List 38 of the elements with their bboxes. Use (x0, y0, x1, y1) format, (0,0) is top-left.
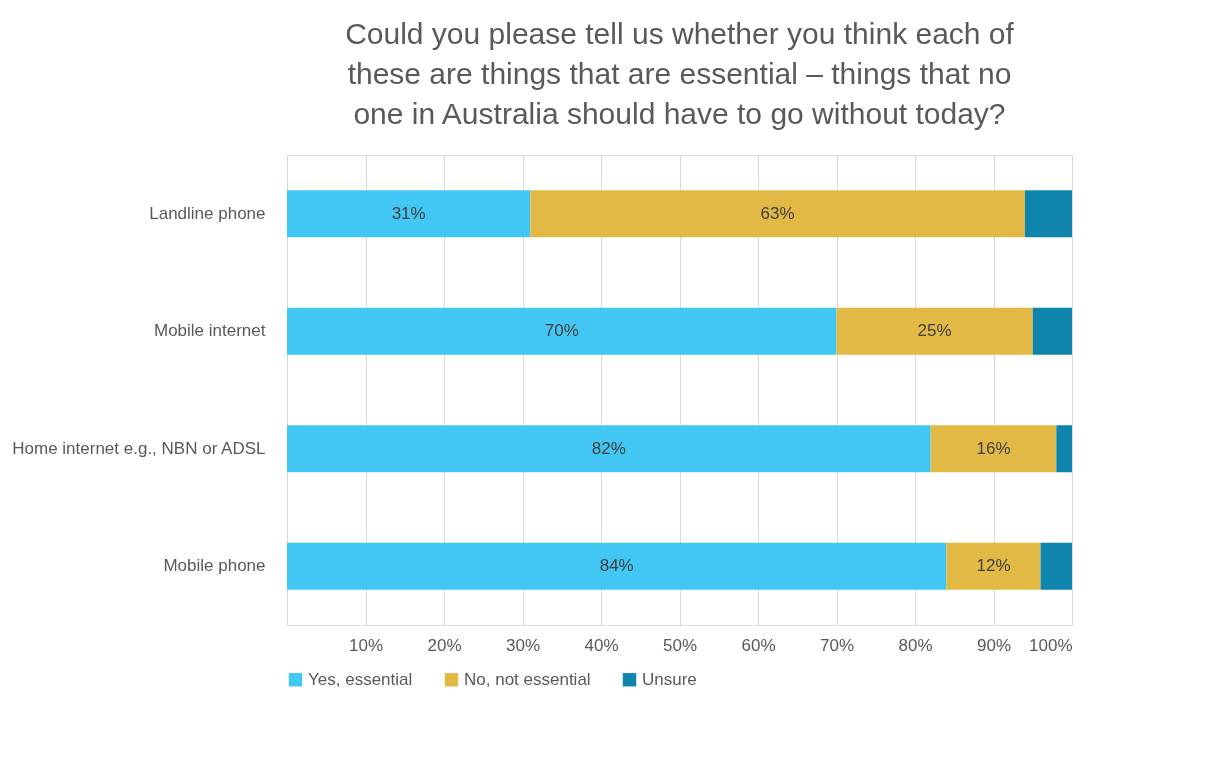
bar (1032, 307, 1072, 355)
bar (836, 307, 1033, 355)
legend-label: No, not essential (464, 669, 591, 689)
x-tick-label: 50% (662, 635, 698, 655)
bar (287, 425, 931, 473)
bar (530, 190, 1025, 238)
bar (1056, 425, 1072, 473)
y-tick-label: Landline phone (149, 203, 266, 223)
bar (946, 542, 1041, 590)
bar (287, 190, 531, 238)
x-tick-label: 10% (348, 635, 384, 655)
y-tick-label: Mobile phone (163, 556, 266, 576)
y-tick-label: Mobile internet (153, 321, 266, 341)
data-label: 31% (391, 203, 426, 223)
bar (287, 307, 837, 355)
x-tick-label: 30% (505, 635, 541, 655)
x-tick-label: 80% (898, 635, 933, 655)
x-tick-label: 90% (976, 635, 1012, 655)
data-label: 70% (544, 321, 579, 341)
bar (287, 542, 947, 590)
x-tick-label: 100% (1029, 635, 1073, 655)
bar (1024, 190, 1072, 238)
legend-label: Unsure (642, 669, 697, 689)
data-label: 82% (591, 438, 626, 458)
data-label: 16% (976, 438, 1011, 458)
data-label: 25% (917, 321, 952, 341)
x-tick-label: 70% (819, 635, 855, 655)
chart-title: Could you please tell us whether you think each of these are things that are essential – things that no one in Australia should have to go without today? (345, 17, 1015, 130)
legend-label: Yes, essential (308, 669, 413, 689)
data-label: 63% (760, 203, 795, 223)
data-label: 84% (599, 556, 634, 576)
x-tick-label: 40% (584, 635, 619, 655)
y-tick-label: Home internet e.g., NBN or ADSL (12, 438, 266, 458)
data-label: 12% (976, 556, 1011, 576)
x-tick-label: 20% (427, 635, 462, 655)
x-tick-label: 60% (741, 635, 776, 655)
bar (930, 425, 1057, 473)
bar (1040, 542, 1072, 590)
